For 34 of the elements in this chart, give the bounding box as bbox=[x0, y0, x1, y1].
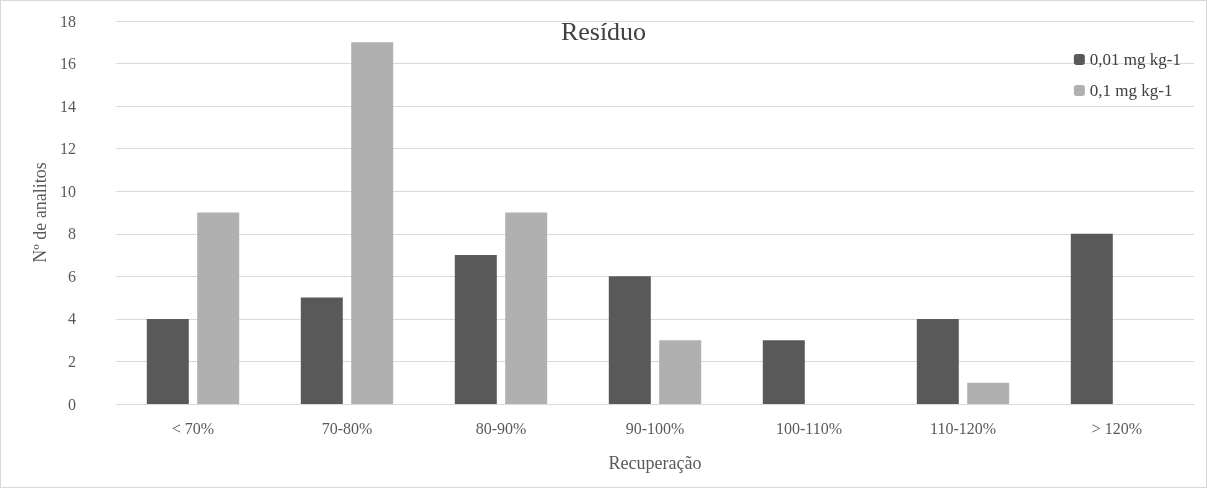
y-tick-label: 10 bbox=[60, 182, 76, 200]
bar bbox=[916, 318, 959, 404]
bar bbox=[967, 382, 1010, 404]
x-axis-title: Recuperação bbox=[608, 453, 702, 473]
y-tick-label: 6 bbox=[68, 267, 76, 285]
y-tick-label: 18 bbox=[60, 12, 76, 30]
chart-title: Resíduo bbox=[560, 16, 647, 46]
bar bbox=[454, 255, 497, 404]
bar bbox=[197, 212, 240, 404]
bar bbox=[351, 42, 394, 404]
bar bbox=[146, 318, 189, 404]
x-tick-label: 90-100% bbox=[625, 419, 685, 437]
bar bbox=[659, 340, 702, 404]
bar bbox=[505, 212, 548, 404]
bar bbox=[300, 297, 343, 404]
x-tick-label: 110-120% bbox=[929, 419, 997, 437]
y-axis-title: Nº de analitos bbox=[30, 162, 51, 263]
legend-label: 0,01 mg kg-1 bbox=[1089, 50, 1182, 69]
y-tick-label: 14 bbox=[60, 97, 76, 115]
y-tick-label: 16 bbox=[60, 55, 76, 73]
x-tick-label: > 120% bbox=[1091, 419, 1143, 437]
y-tick-label: 4 bbox=[68, 310, 76, 328]
x-tick-label: 70-80% bbox=[321, 419, 373, 437]
y-tick-label: 12 bbox=[60, 140, 76, 158]
bar bbox=[1070, 233, 1113, 404]
y-tick-label: 2 bbox=[68, 352, 76, 370]
x-tick-label: 80-90% bbox=[475, 419, 527, 437]
legend-label: 0,1 mg kg-1 bbox=[1089, 81, 1173, 100]
bar bbox=[608, 276, 651, 404]
bar bbox=[762, 340, 805, 404]
y-tick-label: 0 bbox=[68, 395, 76, 413]
x-tick-label: 100-110% bbox=[775, 419, 843, 437]
x-tick-label: < 70% bbox=[171, 419, 215, 437]
y-tick-label: 8 bbox=[68, 225, 76, 243]
